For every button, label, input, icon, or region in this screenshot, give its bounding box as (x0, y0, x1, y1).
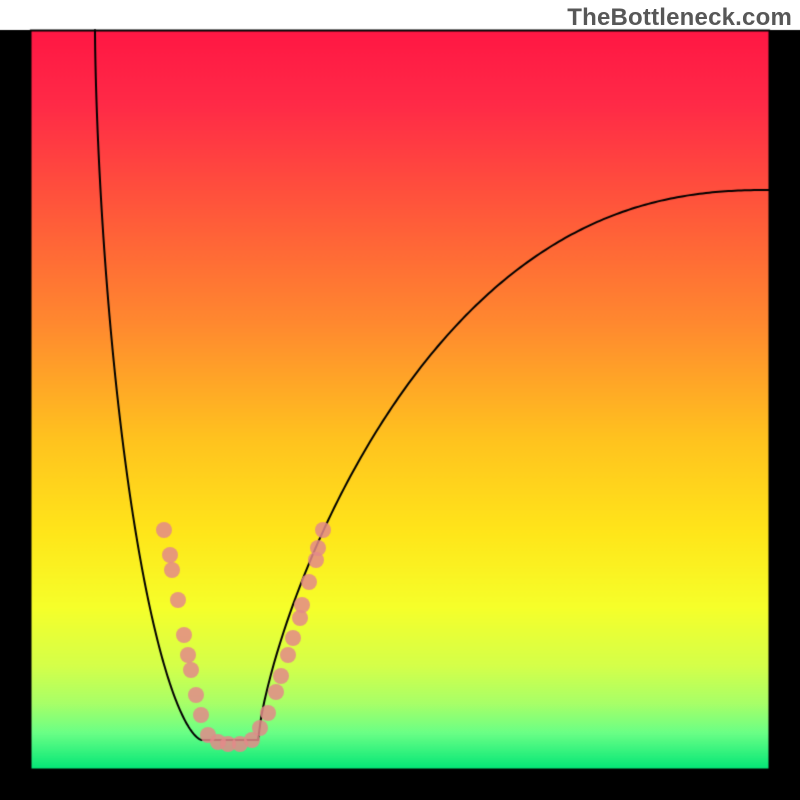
chart-stage: TheBottleneck.com (0, 0, 800, 800)
bottleneck-v-chart (0, 0, 800, 800)
